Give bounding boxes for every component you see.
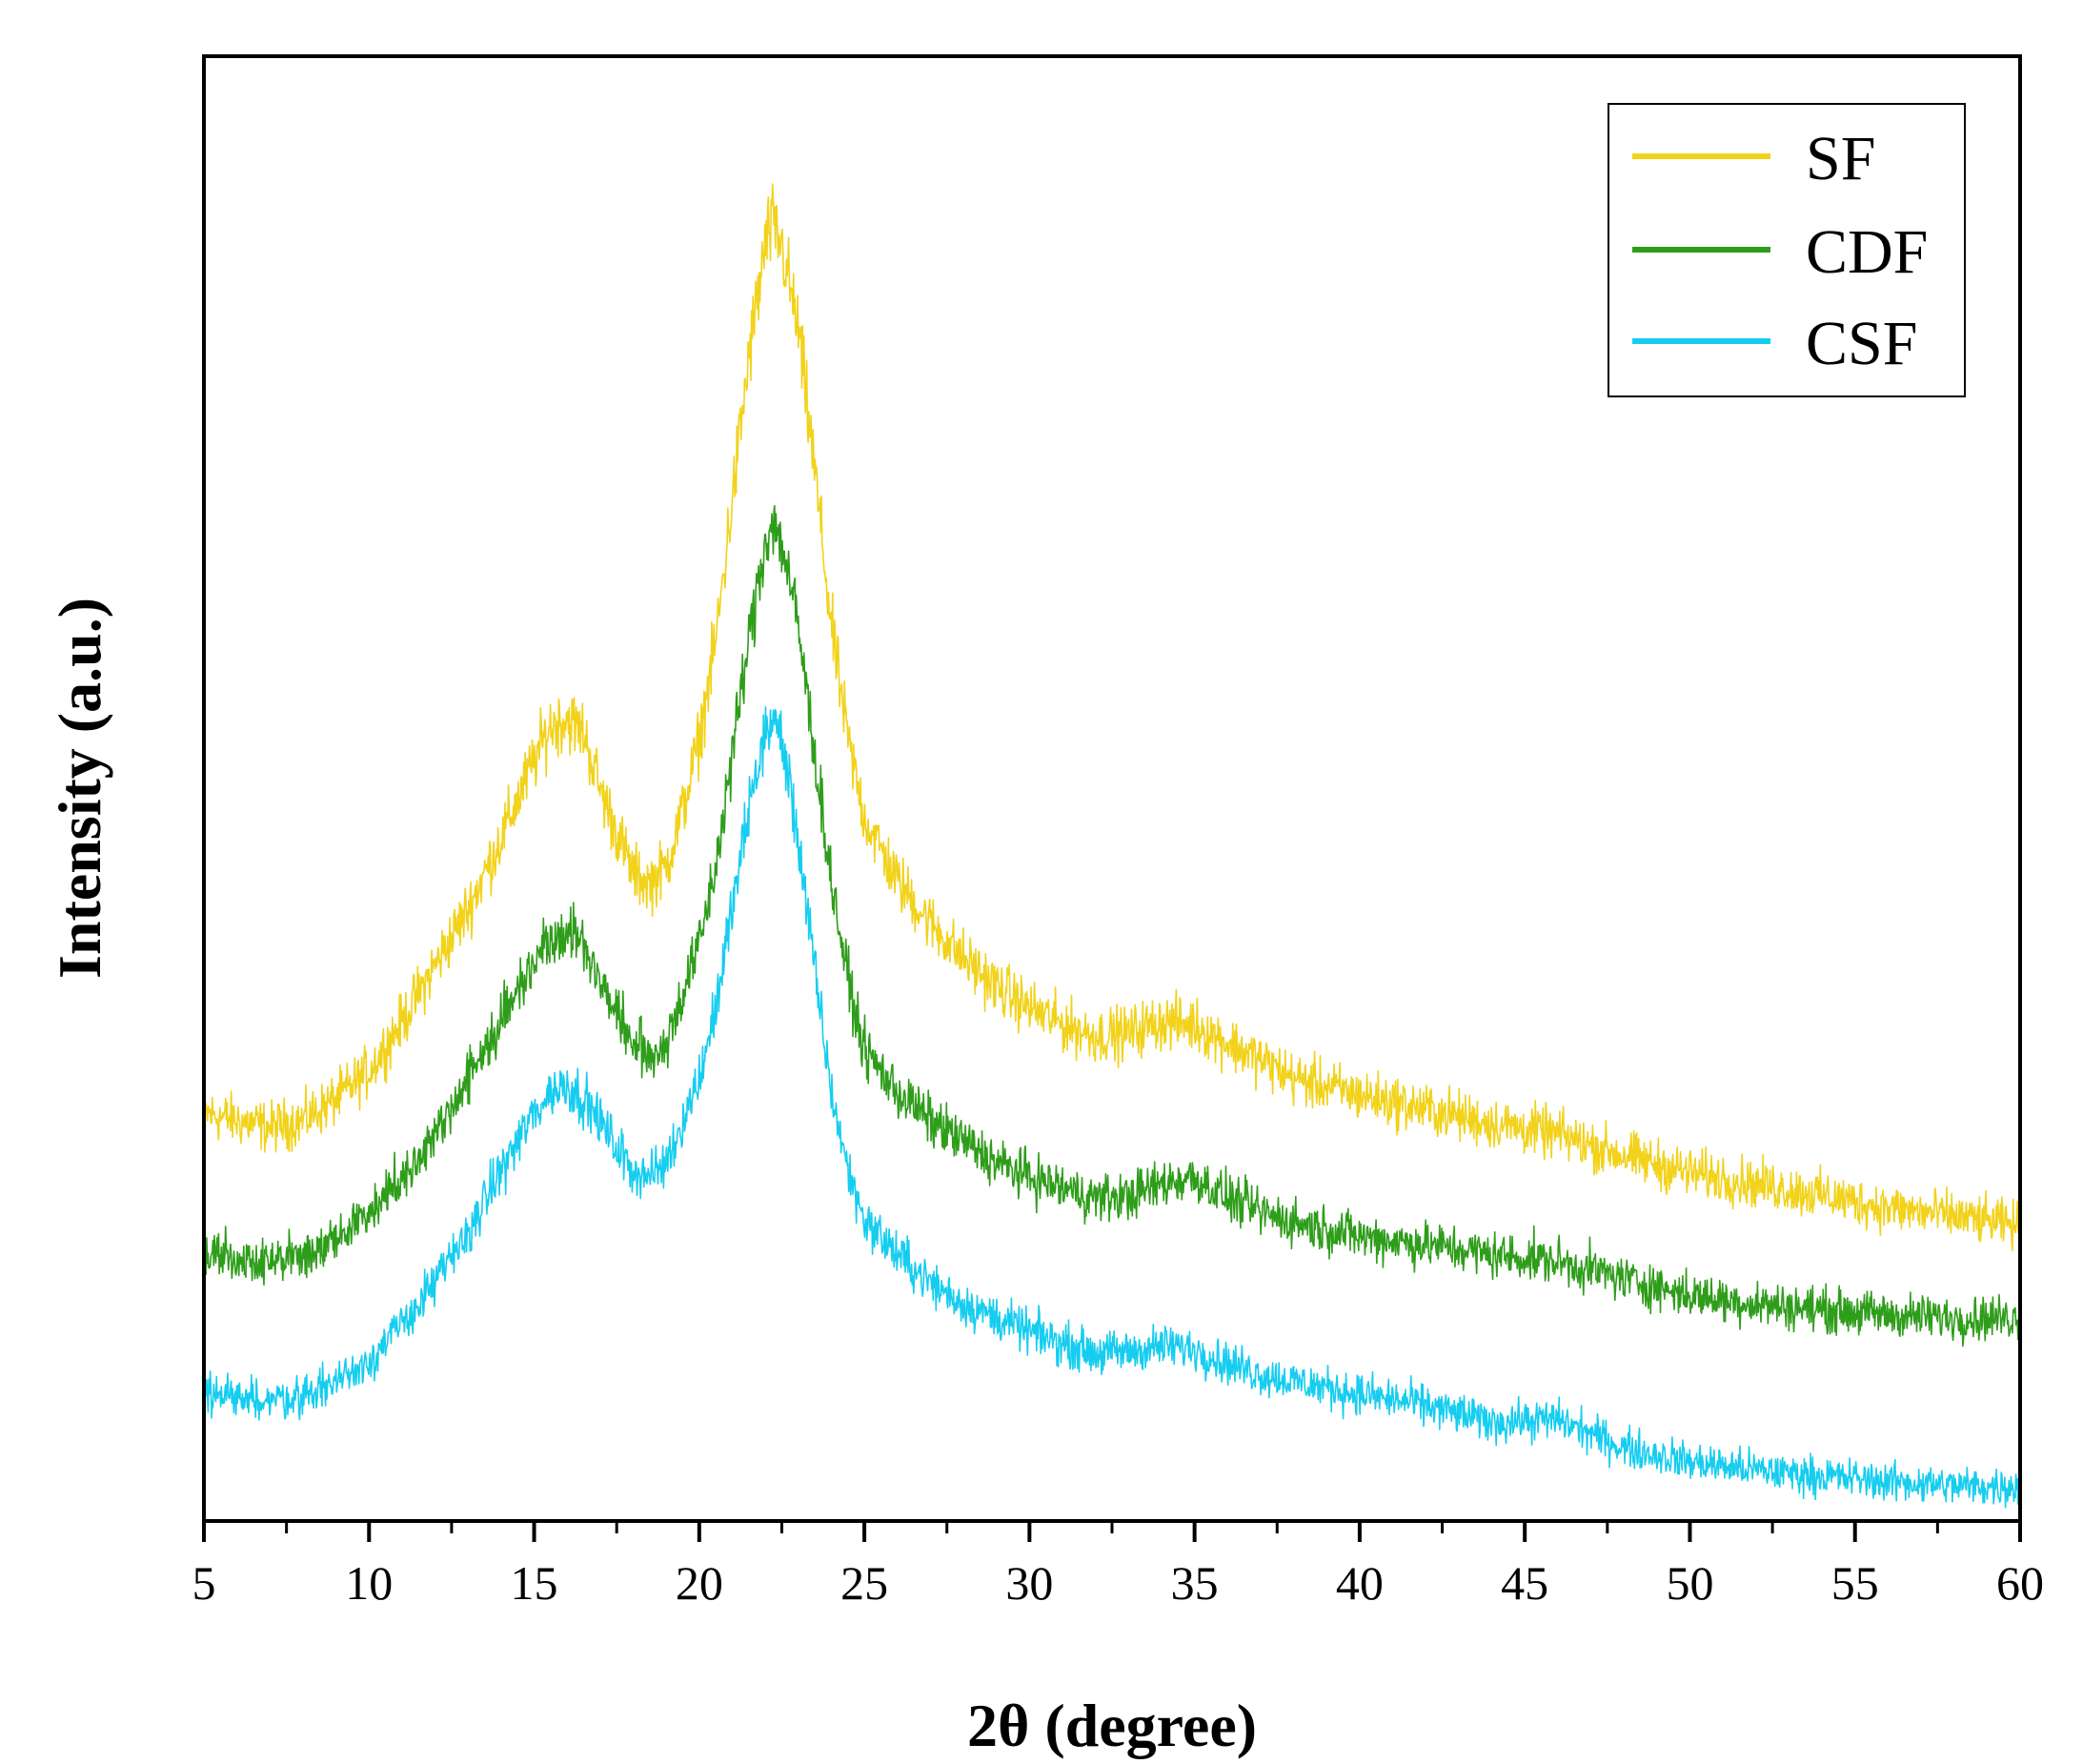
- x-tick-label: 60: [1996, 1556, 2044, 1610]
- legend: SF CDF CSF: [1608, 103, 1966, 397]
- y-axis-title: Intensity (a.u.): [46, 598, 113, 979]
- x-tick-label: 5: [192, 1556, 216, 1610]
- x-tick-label: 30: [1005, 1556, 1053, 1610]
- x-tick-label: 45: [1501, 1556, 1548, 1610]
- x-tick-label: 35: [1171, 1556, 1219, 1610]
- series-layer: [203, 183, 2021, 1509]
- x-tick-label: 40: [1336, 1556, 1384, 1610]
- series-sf-line: [203, 183, 2021, 1252]
- x-tick-label: 15: [511, 1556, 558, 1610]
- x-axis-title: 2θ (degree): [967, 1692, 1257, 1759]
- series-csf-line: [203, 705, 2021, 1509]
- legend-label-sf: SF: [1806, 124, 1875, 193]
- x-tick-label: 55: [1831, 1556, 1879, 1610]
- x-tick-label: 25: [840, 1556, 888, 1610]
- x-axis-ticks: 5 10 15 20 25 30 35 40 45 50 55 60: [192, 1521, 2044, 1610]
- x-tick-label: 50: [1666, 1556, 1713, 1610]
- series-cdf-line: [203, 504, 2021, 1348]
- legend-box: [1608, 103, 1966, 397]
- x-tick-label: 10: [345, 1556, 393, 1610]
- x-tick-label: 20: [676, 1556, 723, 1610]
- legend-label-csf: CSF: [1806, 309, 1917, 378]
- legend-label-cdf: CDF: [1806, 217, 1928, 287]
